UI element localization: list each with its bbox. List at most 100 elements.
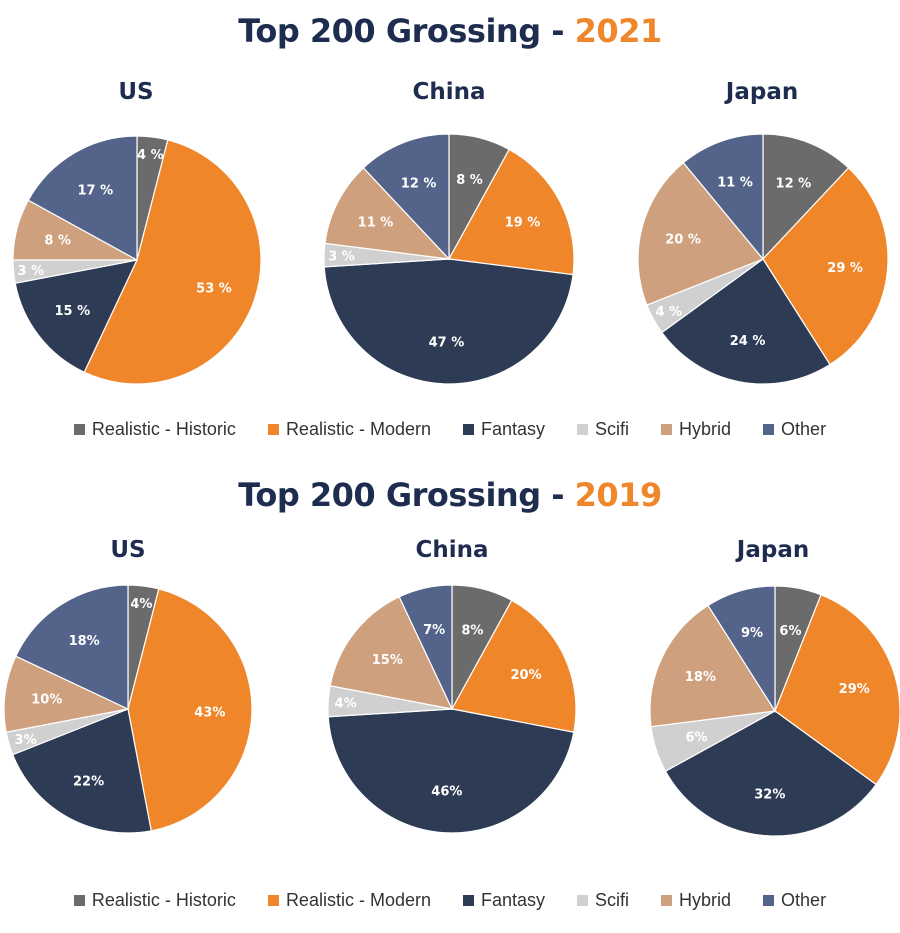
pie-slice-fantasy <box>661 258 831 385</box>
pie-data-label: 18% <box>69 634 100 649</box>
pie-data-label: 6% <box>779 624 801 639</box>
pie-data-label: 11 % <box>358 216 394 231</box>
legend-label: Other <box>781 890 827 910</box>
pie-data-label: 53 % <box>196 282 232 297</box>
pie-slice-hybrid <box>649 604 777 728</box>
chart-title-china-2019: China <box>415 537 489 563</box>
pie-data-label: 12 % <box>776 176 812 191</box>
pie-slice-hybrid <box>637 161 764 306</box>
pie-slice-other <box>362 133 450 261</box>
legend-label: Fantasy <box>480 419 546 439</box>
section-title-prefix: Top 200 Grossing - <box>238 12 575 50</box>
pie-slice-realistic-modern <box>774 593 900 786</box>
legend-swatch <box>462 424 474 435</box>
pie-data-label: 8 % <box>456 173 483 188</box>
pie-data-label: 3 % <box>328 250 355 265</box>
legend-item: Realistic - Modern <box>267 890 431 911</box>
legend-swatch <box>73 424 85 435</box>
pie-data-label: 4% <box>130 597 152 612</box>
pie-data-label: 32% <box>754 787 785 802</box>
section-year: 2019 <box>574 476 663 514</box>
legend-swatch <box>462 895 474 906</box>
chart-title-japan-2021: Japan <box>725 79 799 105</box>
chart-title-japan-2019: Japan <box>736 537 810 563</box>
legend-2019: Realistic - Historic Realistic - Modern Fa… <box>0 890 900 911</box>
pie-slice-realistic-modern <box>83 139 262 385</box>
section-year: 2021 <box>574 12 663 50</box>
pie-data-label: 7% <box>423 623 445 638</box>
pie-data-label: 8% <box>461 624 483 639</box>
legend-label: Fantasy <box>480 890 546 910</box>
legend-label: Realistic - Historic <box>91 419 236 439</box>
pie-data-label: 4 % <box>655 305 682 320</box>
legend-swatch <box>661 424 673 435</box>
pie-slice-realistic-modern <box>762 167 889 366</box>
legend-label: Hybrid <box>679 890 732 910</box>
pie-slice-fantasy <box>327 708 575 834</box>
pie-slice-fantasy <box>14 259 139 373</box>
legend-label: Realistic - Modern <box>285 419 431 439</box>
pie-data-label: 8 % <box>44 234 71 249</box>
pie-data-label: 29 % <box>827 261 863 276</box>
pie-data-label: 3 % <box>18 264 45 279</box>
pie-slice-realistic-modern <box>448 148 575 276</box>
pie-slice-realistic-historic <box>762 133 850 261</box>
legend-label: Hybrid <box>679 419 732 439</box>
pie-data-label: 29% <box>839 682 870 697</box>
chart-title-china-2021: China <box>412 79 486 105</box>
pie-data-label: 46% <box>431 785 462 800</box>
pie-data-label: 43% <box>194 706 225 721</box>
legend-label: Scifi <box>595 890 630 910</box>
section-title-prefix: Top 200 Grossing - <box>238 476 575 514</box>
pie-data-label: 17 % <box>78 184 114 199</box>
legend-label: Realistic - Modern <box>285 890 431 910</box>
pie-slice-realistic-modern <box>127 588 253 832</box>
pie-data-label: 9% <box>741 626 763 641</box>
pie-data-label: 6% <box>685 730 707 745</box>
legend-swatch <box>577 424 589 435</box>
pie-slice-other <box>707 585 776 714</box>
pie-data-label: 47 % <box>429 335 465 350</box>
legend-swatch <box>661 895 673 906</box>
pie-slice-other <box>398 584 453 710</box>
pie-data-label: 15% <box>372 653 403 668</box>
pie-data-label: 18% <box>685 670 716 685</box>
legend-item: Fantasy <box>462 419 546 440</box>
pie-slice-hybrid <box>3 655 130 733</box>
legend-swatch <box>763 424 775 435</box>
pie-data-label: 12 % <box>401 176 437 191</box>
legend-item: Other <box>763 419 826 440</box>
legend-item: Hybrid <box>661 890 731 911</box>
pie-data-label: 20 % <box>665 232 701 247</box>
pie-data-label: 15 % <box>55 304 91 319</box>
pie-data-label: 20% <box>510 668 541 683</box>
pie-data-label: 4% <box>335 696 357 711</box>
legend-item: Scifi <box>577 419 629 440</box>
legend-swatch <box>577 895 589 906</box>
legend-swatch <box>267 895 279 906</box>
pie-slice-realistic-modern <box>451 599 577 733</box>
section-title-2021: Top 200 Grossing - 2021 <box>0 12 900 50</box>
pie-slice-hybrid <box>324 167 451 260</box>
pie-slice-fantasy <box>11 708 152 834</box>
pie-slice-other <box>27 135 138 262</box>
pie-slice-other <box>682 133 764 261</box>
pie-data-label: 3% <box>15 733 37 748</box>
pie-slice-fantasy <box>664 710 877 837</box>
pie-slice-fantasy <box>323 258 574 385</box>
chart-title-us-2019: US <box>110 537 146 563</box>
pie-slice-other <box>15 584 129 710</box>
legend-item: Hybrid <box>661 419 731 440</box>
pie-data-label: 22% <box>73 775 104 790</box>
legend-item: Realistic - Historic <box>73 890 236 911</box>
pie-data-label: 24 % <box>730 334 766 349</box>
pie-data-label: 10% <box>31 693 62 708</box>
legend-item: Fantasy <box>462 890 546 911</box>
legend-item: Realistic - Historic <box>73 419 236 440</box>
